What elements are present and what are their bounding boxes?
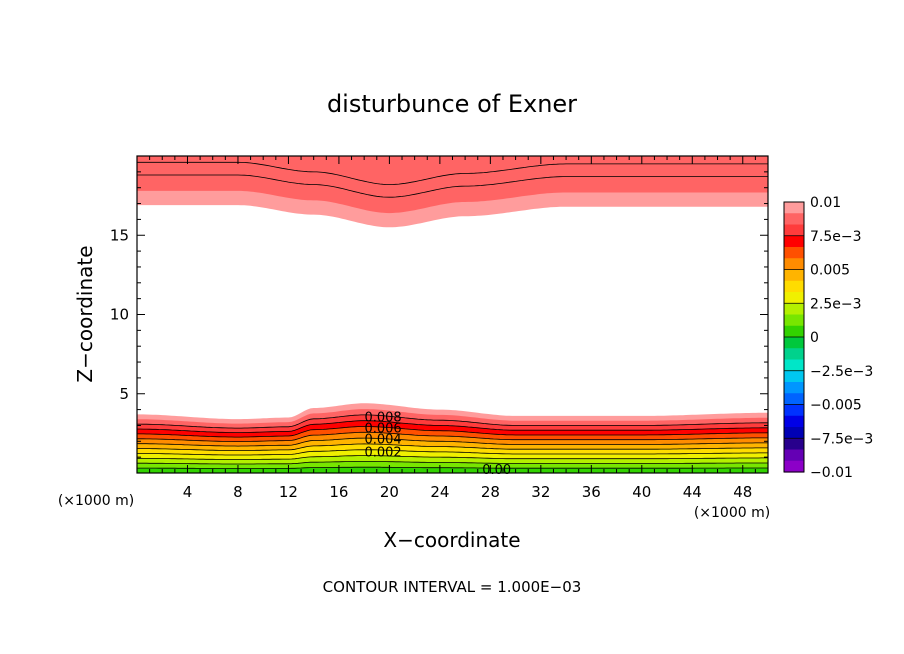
- colorbar-tick-label: 0.005: [810, 263, 850, 279]
- x-axis: 4 8 12 16 20 24 28 32 36 40 44 48: [149, 156, 756, 501]
- x-axis-label: X−coordinate: [383, 528, 520, 552]
- colorbar-tick-label: 7.5e−3: [810, 229, 862, 245]
- contour-line: [137, 461, 768, 465]
- colorbar-swatch: [784, 247, 804, 259]
- contour-label: 0.008: [364, 411, 401, 426]
- colorbar-tick-label: 0: [810, 330, 819, 346]
- plot-contour-lines: [137, 161, 769, 469]
- x-tick-label: 24: [430, 483, 449, 501]
- colorbar-swatch: [784, 213, 804, 226]
- x-tick-label: 8: [233, 483, 243, 501]
- colorbar-tick-label: −0.01: [810, 465, 853, 481]
- x-tick-label: 16: [329, 483, 348, 501]
- contour-line: [137, 161, 768, 185]
- x-tick-label: 20: [380, 483, 399, 501]
- colorbar-tick-label: 0.01: [810, 195, 841, 211]
- contour-interval-footer: CONTOUR INTERVAL = 1.000E−03: [323, 578, 582, 596]
- y-tick-label: 10: [110, 306, 129, 324]
- x-tick-label: 12: [279, 483, 298, 501]
- colorbar-tick-label: −2.5e−3: [810, 364, 873, 380]
- x-unit-label: (×1000 m): [694, 505, 770, 521]
- colorbar-tick-label: −0.005: [810, 398, 862, 414]
- y-unit-label: (×1000 m): [58, 493, 134, 509]
- colorbar: [783, 201, 805, 473]
- colorbar-swatch: [784, 303, 804, 316]
- colorbar-swatch: [784, 427, 804, 439]
- colorbar-swatch: [784, 348, 804, 361]
- contour-line: [137, 437, 768, 447]
- x-tick-label: 44: [683, 483, 702, 501]
- colorbar-swatch: [784, 415, 804, 428]
- colorbar-swatch: [784, 314, 804, 327]
- x-tick-label: 32: [531, 483, 550, 501]
- x-tick-label: 4: [183, 483, 193, 501]
- colorbar-swatch: [784, 337, 804, 349]
- contour-line: [137, 449, 768, 456]
- colorbar-swatch: [784, 235, 804, 248]
- contour-line: [137, 443, 768, 451]
- contour-line: [137, 420, 768, 433]
- contour-label: 0.004: [364, 433, 401, 448]
- colorbar-swatch: [784, 224, 804, 237]
- colorbar-swatch: [784, 269, 804, 282]
- contour-line: [137, 426, 769, 438]
- contour-label: 0.00: [482, 463, 511, 478]
- y-axis-label: Z−coordinate: [73, 245, 97, 382]
- colorbar-swatch: [784, 460, 804, 473]
- colorbar-tick-label: −7.5e−3: [810, 431, 873, 447]
- colorbar-labels: 0.01 7.5e−3 0.005 2.5e−3 0 −2.5e−3 −0.005 −7.5e…: [784, 195, 873, 481]
- colorbar-swatch: [784, 382, 804, 394]
- contour-line: [137, 455, 768, 460]
- colorbar-swatch: [784, 359, 804, 372]
- colorbar-swatch: [784, 258, 804, 271]
- contour-line: [137, 414, 768, 429]
- contour-line: [137, 174, 768, 198]
- contour-label: 0.002: [364, 445, 401, 460]
- colorbar-swatch: [784, 404, 804, 417]
- x-tick-label: 28: [481, 483, 500, 501]
- colorbar-tick-label: 2.5e−3: [810, 296, 862, 312]
- colorbar-swatch: [784, 202, 804, 214]
- y-axis: 5 10 15: [110, 171, 768, 458]
- colorbar-swatch: [784, 393, 804, 406]
- y-tick-label: 5: [119, 385, 129, 403]
- colorbar-swatch: [784, 438, 804, 451]
- colorbar-swatch: [784, 280, 804, 293]
- chart-title: disturbunce of Exner: [327, 90, 577, 118]
- colorbar-swatch: [784, 292, 804, 304]
- x-tick-label: 48: [733, 483, 752, 501]
- contour-label: 0.006: [364, 422, 401, 437]
- colorbar-swatch: [784, 449, 804, 462]
- contour-line: [137, 431, 768, 442]
- x-tick-label: 36: [582, 483, 601, 501]
- colorbar-swatch: [784, 325, 804, 338]
- x-tick-label: 40: [632, 483, 651, 501]
- contour-line: [137, 466, 768, 469]
- y-tick-label: 15: [110, 226, 129, 244]
- colorbar-swatch: [784, 370, 804, 383]
